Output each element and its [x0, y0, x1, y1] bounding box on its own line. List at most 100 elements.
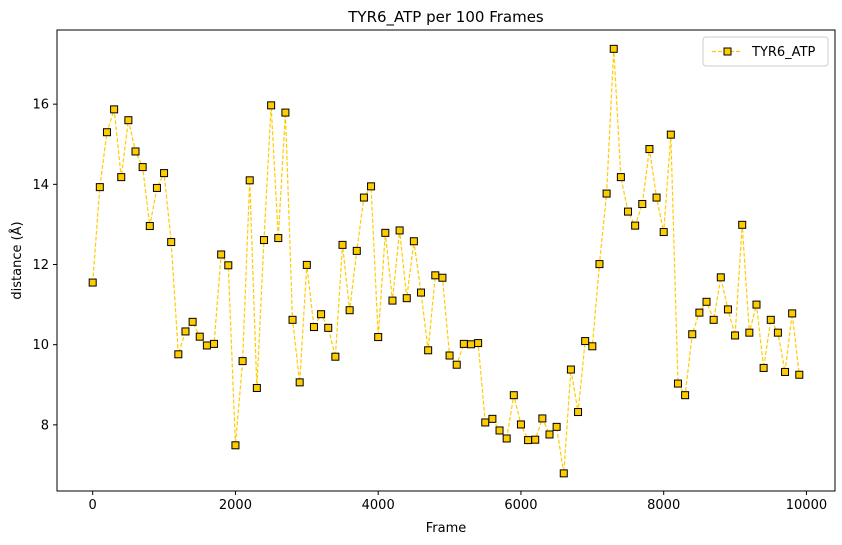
data-point [438, 273, 447, 282]
data-point [474, 339, 483, 348]
data-point [716, 273, 725, 282]
data-point [324, 323, 333, 332]
data-point [274, 234, 283, 243]
plot-area [57, 30, 835, 491]
data-point [631, 221, 640, 230]
data-point [331, 352, 340, 361]
data-point [145, 222, 154, 231]
series-layer [88, 44, 804, 478]
data-point [773, 328, 782, 337]
data-point [481, 418, 490, 427]
data-point [338, 240, 347, 249]
legend-marker [723, 47, 732, 56]
data-point [345, 306, 354, 315]
data-point [295, 378, 304, 387]
data-point [395, 226, 404, 235]
plot-frame [56, 29, 836, 492]
data-point [652, 193, 661, 202]
data-point [417, 288, 426, 297]
data-point [574, 408, 583, 417]
legend-label: TYR6_ATP [751, 45, 816, 60]
data-point [759, 363, 768, 372]
data-point [231, 441, 240, 450]
data-point [160, 169, 169, 178]
data-point [367, 182, 376, 191]
data-point [538, 414, 547, 423]
data-point [459, 339, 468, 348]
data-point [152, 183, 161, 192]
data-point [302, 260, 311, 269]
data-point [788, 309, 797, 318]
data-point [709, 315, 718, 324]
data-point [317, 310, 326, 319]
y-tick-label: 16 [32, 98, 49, 113]
data-point [245, 176, 254, 185]
data-point [502, 434, 511, 443]
data-point [581, 337, 590, 346]
data-point [531, 435, 540, 444]
data-point [745, 328, 754, 337]
data-point [616, 173, 625, 182]
data-point [795, 370, 804, 379]
data-point [181, 327, 190, 336]
data-point [88, 278, 97, 287]
data-point [595, 260, 604, 269]
data-point [381, 228, 390, 237]
data-point [702, 297, 711, 306]
data-point [516, 420, 525, 429]
data-point [374, 333, 383, 342]
data-point [259, 236, 268, 245]
data-point [288, 315, 297, 324]
y-axis-ticks: 8 10 12 14 16 [32, 98, 57, 433]
data-point [645, 145, 654, 154]
y-tick-label: 14 [32, 178, 49, 193]
data-point [388, 296, 397, 305]
data-point [352, 246, 361, 255]
data-point [738, 220, 747, 229]
data-point [559, 469, 568, 478]
data-point [138, 163, 147, 172]
data-point [110, 105, 119, 114]
data-point [445, 351, 454, 360]
data-point [781, 367, 790, 376]
data-point [309, 323, 318, 332]
data-point [409, 237, 418, 246]
x-tick-label: 2000 [219, 498, 252, 513]
data-point [566, 365, 575, 374]
data-point [695, 308, 704, 317]
data-point [624, 207, 633, 216]
y-tick-label: 8 [41, 418, 49, 433]
data-point [731, 331, 740, 340]
data-point [252, 383, 261, 392]
data-point [167, 238, 176, 247]
data-point [195, 332, 204, 341]
data-point [431, 271, 440, 280]
data-point [524, 436, 533, 445]
legend-box [702, 36, 829, 67]
data-point [659, 228, 668, 237]
x-tick-label: 6000 [504, 498, 537, 513]
data-point [238, 357, 247, 366]
data-point [124, 116, 133, 125]
data-point [424, 346, 433, 355]
x-axis-ticks: 0 2000 4000 6000 8000 10000 [89, 491, 827, 513]
x-tick-label: 4000 [362, 498, 395, 513]
data-point [202, 341, 211, 350]
x-axis-label: Frame [426, 521, 467, 536]
data-point [723, 305, 732, 314]
data-point [359, 193, 368, 202]
series-line [92, 48, 800, 474]
data-point [210, 339, 219, 348]
data-point [466, 340, 475, 349]
legend: TYR6_ATP [702, 36, 829, 67]
data-point [638, 199, 647, 208]
data-point [217, 250, 226, 259]
data-point [188, 317, 197, 326]
data-point [545, 430, 554, 439]
data-point [488, 414, 497, 423]
data-point [267, 101, 276, 110]
data-point [95, 183, 104, 192]
data-point [174, 350, 183, 359]
x-tick-label: 0 [89, 498, 97, 513]
